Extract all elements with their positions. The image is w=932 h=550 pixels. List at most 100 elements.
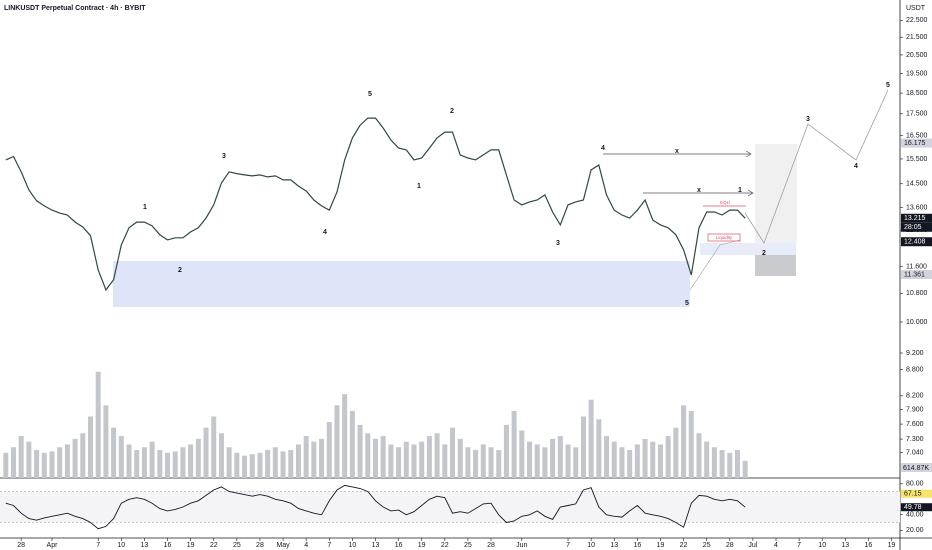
x-tick-label: 13: [372, 542, 380, 549]
y-tick-label: 8.200: [906, 393, 924, 400]
x-tick-label: 22: [210, 542, 218, 549]
x-tick-label: 19: [418, 542, 426, 549]
rsi-tick-label: 20.00: [906, 527, 924, 534]
volume-bar: [457, 438, 463, 478]
x-tick-label: Jun: [516, 542, 527, 549]
y-tick-label: 21.500: [906, 34, 928, 41]
wave-label: 2: [450, 108, 454, 115]
x-tick-label: 25: [464, 542, 472, 549]
volume-bar: [657, 444, 663, 478]
y-tick-label: 7.300: [906, 436, 924, 443]
currency-label: USDT: [906, 5, 926, 12]
price-tag-label: 13.215: [904, 215, 926, 222]
volume-bar: [550, 438, 556, 478]
x-tick-label: 16: [395, 542, 403, 549]
volume-bar: [3, 452, 9, 478]
volume-bar: [688, 410, 694, 478]
rsi-tag: [901, 503, 932, 512]
volume-bar: [64, 444, 70, 478]
x-tick-label: 13: [141, 542, 149, 549]
volume-bar: [326, 422, 332, 478]
wave-label: 2: [762, 250, 766, 257]
volume-bar: [249, 454, 255, 478]
volume-bar: [111, 427, 117, 478]
y-tick-label: 11.600: [906, 264, 927, 271]
price-tag-label: 16.175: [904, 140, 926, 147]
volume-bar: [704, 441, 710, 478]
volume-bar: [80, 433, 86, 478]
volume-bar: [503, 424, 509, 478]
target-zone: [755, 144, 797, 243]
volume-bar: [573, 447, 579, 478]
volume-bar: [88, 416, 94, 478]
volume-bar: [650, 441, 656, 478]
volume-bar: [319, 438, 325, 478]
volume-bar: [303, 436, 309, 478]
volume-bar: [511, 410, 517, 478]
volume-bar: [157, 450, 163, 478]
x-tick-label: 10: [818, 542, 826, 549]
volume-bar: [234, 452, 240, 478]
volume-bar: [141, 447, 147, 478]
volume-bar: [596, 419, 602, 478]
y-tick-label: 7.040: [906, 449, 924, 456]
x-tick-label: 16: [865, 542, 873, 549]
volume-bar: [442, 444, 448, 478]
volume-bar: [734, 450, 740, 478]
volume-bar: [742, 460, 748, 478]
volume-bar: [57, 447, 63, 478]
volume-bar: [10, 447, 16, 478]
volume-bar: [257, 452, 263, 478]
wave-label: 5: [368, 91, 372, 98]
volume-bar: [295, 444, 301, 478]
x-tick-label: 13: [841, 542, 849, 549]
projection-path: [744, 89, 889, 244]
volume-bar: [542, 447, 548, 478]
wave-label: 4: [854, 163, 858, 170]
x-tick-label: 25: [703, 542, 711, 549]
y-tick-label: 13.600: [906, 204, 928, 211]
wave-label: 1: [738, 187, 742, 194]
x-tick-label: 7: [327, 542, 331, 549]
x-tick-label: 10: [117, 542, 125, 549]
y-tick-label: 7.900: [906, 407, 924, 414]
volume-bar: [588, 399, 594, 478]
volume-bar: [527, 441, 533, 478]
rsi-tick-label: 40.00: [906, 512, 924, 519]
price-tag: [901, 237, 932, 247]
volume-bar: [403, 441, 409, 478]
wave-label: Liquidity: [716, 235, 733, 240]
y-tick-label: 20.500: [906, 52, 928, 59]
x-tick-label: 22: [680, 542, 688, 549]
volume-bar: [681, 405, 687, 478]
volume-bar: [126, 444, 132, 478]
volume-bar: [611, 441, 617, 478]
volume-bar: [49, 451, 55, 478]
volume-bar: [195, 438, 201, 478]
volume-bar: [488, 447, 494, 478]
y-tick-label: 19.500: [906, 70, 928, 77]
volume-bar: [288, 450, 294, 478]
x-tick-label: 28: [17, 542, 25, 549]
x-tick-label: 16: [633, 542, 641, 549]
y-tick-label: 15.500: [906, 156, 928, 163]
x-tick-label: 28: [487, 542, 495, 549]
volume-bar: [180, 447, 186, 478]
volume-bar: [334, 405, 340, 478]
price-tag-label: 12.408: [904, 239, 926, 246]
volume-bar: [365, 433, 371, 478]
volume-bar: [627, 450, 633, 478]
wave-label: 2: [178, 267, 182, 274]
wave-label: 4: [323, 229, 327, 236]
volume-bar: [496, 450, 502, 478]
y-tick-label: 10.800: [906, 290, 928, 297]
volume-bar: [565, 444, 571, 478]
volume-bar: [265, 450, 271, 478]
volume-bar: [357, 424, 363, 478]
volume-bar: [396, 447, 402, 478]
price-tag: [901, 213, 932, 223]
countdown-tag: [901, 222, 932, 232]
price-line: [5, 117, 746, 292]
wave-label: 1: [143, 204, 147, 211]
